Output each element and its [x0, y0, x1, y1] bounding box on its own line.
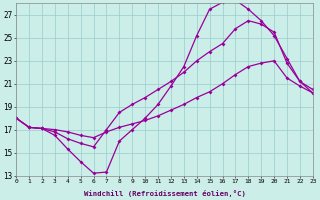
X-axis label: Windchill (Refroidissement éolien,°C): Windchill (Refroidissement éolien,°C): [84, 190, 245, 197]
